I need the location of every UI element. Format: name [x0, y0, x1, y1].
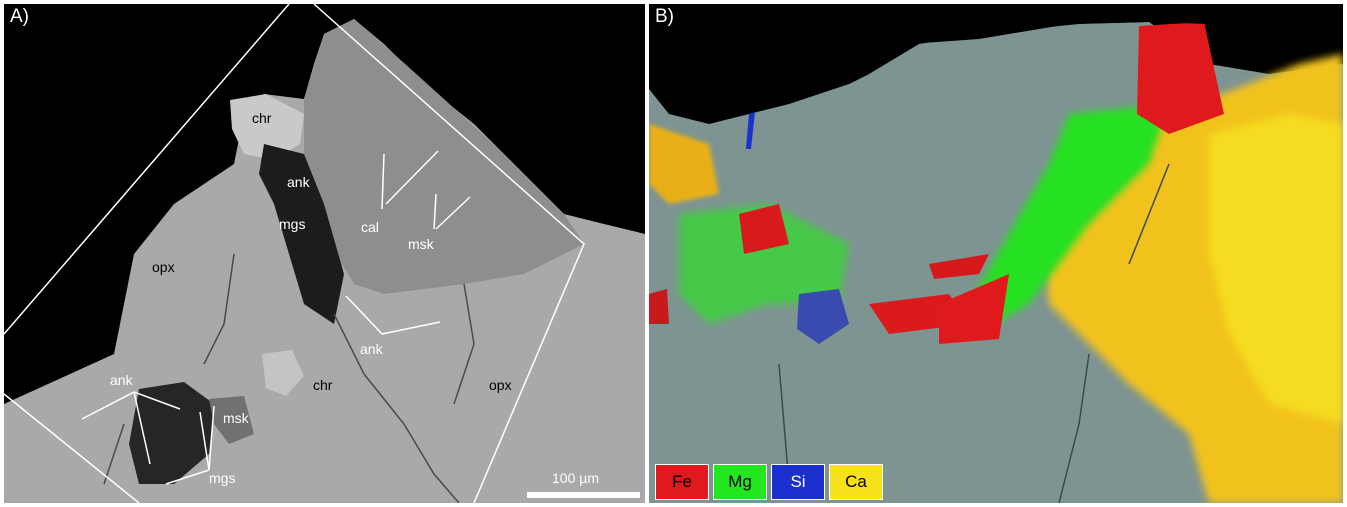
label-chr-top: chr — [252, 110, 272, 126]
legend-si: Si — [771, 464, 825, 500]
label-opx-left: opx — [152, 259, 175, 275]
label-ank-top: ank — [287, 174, 310, 190]
legend-fe: Fe — [655, 464, 709, 500]
label-mgs-bottom: mgs — [209, 470, 236, 486]
label-ank-mid: ank — [360, 341, 383, 357]
panel-a-label: A) — [10, 6, 29, 27]
label-msk-bottom: msk — [223, 410, 249, 426]
label-ank-bottom: ank — [110, 372, 133, 388]
bse-micrograph — [4, 4, 645, 503]
label-opx-right: opx — [489, 377, 512, 393]
scale-bar-label: 100 µm — [552, 470, 599, 486]
label-mgs-top: mgs — [279, 216, 306, 232]
element-map-panel: B) Fe Mg Si Ca — [649, 4, 1343, 503]
element-map — [649, 4, 1343, 503]
legend-ca: Ca — [829, 464, 883, 500]
scale-bar — [527, 492, 640, 498]
element-legend: Fe Mg Si Ca — [655, 464, 887, 500]
label-chr-bottom: chr — [313, 377, 333, 393]
bse-image-panel: A) chr ank mgs cal msk opx ank chr opx a… — [4, 4, 645, 503]
label-msk-right: msk — [408, 236, 434, 252]
legend-mg: Mg — [713, 464, 767, 500]
panel-b-label: B) — [655, 6, 674, 27]
label-cal: cal — [361, 219, 379, 235]
